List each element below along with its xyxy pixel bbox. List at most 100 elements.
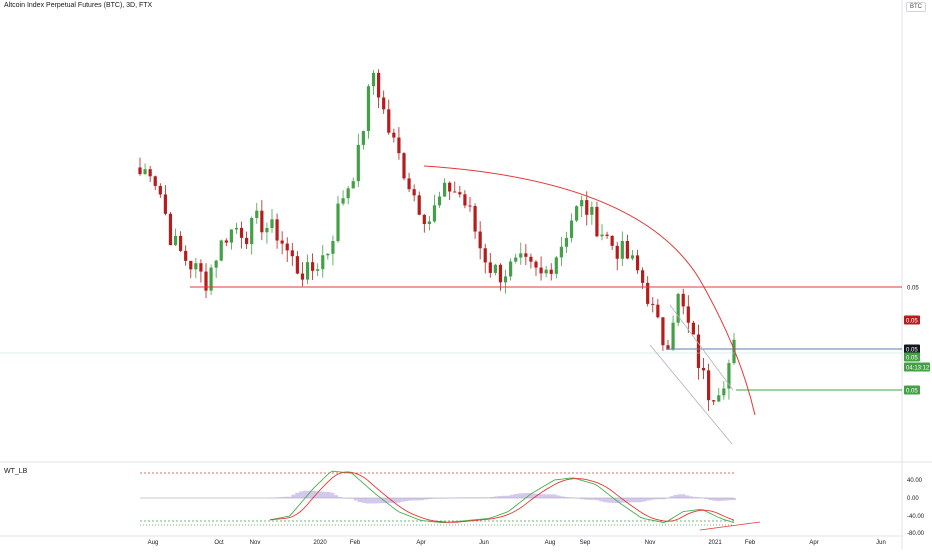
osc-histogram-bar bbox=[505, 495, 510, 498]
candle-body bbox=[255, 210, 259, 218]
candle-body bbox=[580, 200, 584, 207]
osc-histogram-bar bbox=[396, 498, 401, 503]
candle-body bbox=[382, 97, 386, 110]
osc-histogram-bar bbox=[529, 493, 534, 498]
candle-body bbox=[620, 241, 624, 259]
candle-body bbox=[392, 132, 396, 138]
osc-histogram-bar bbox=[462, 497, 467, 498]
price-scale-label: 0.05 bbox=[904, 352, 920, 362]
candle-body bbox=[194, 263, 198, 270]
candle-body bbox=[336, 203, 340, 242]
osc-histogram-bar bbox=[622, 498, 627, 503]
price-tag-bg bbox=[904, 315, 920, 325]
osc-histogram-bar bbox=[537, 493, 542, 498]
candle-body bbox=[590, 206, 594, 215]
osc-histogram-bar bbox=[361, 498, 366, 503]
osc-histogram-bar bbox=[669, 496, 674, 498]
candle-body bbox=[427, 221, 431, 225]
candles bbox=[138, 69, 736, 411]
osc-histogram-bar bbox=[404, 498, 409, 502]
candle-body bbox=[503, 276, 508, 283]
candle-body bbox=[585, 200, 589, 215]
candle-body bbox=[615, 245, 619, 259]
osc-histogram-bar bbox=[708, 498, 713, 501]
candle-body bbox=[463, 194, 467, 206]
osc-histogram-bar bbox=[455, 497, 460, 498]
candle-body bbox=[544, 269, 548, 274]
osc-histogram-bar bbox=[330, 492, 335, 498]
candle-body bbox=[712, 400, 716, 402]
osc-scale-tick: 0.00 bbox=[907, 496, 919, 502]
osc-histogram-bar bbox=[615, 498, 620, 503]
osc-histogram-bar bbox=[564, 496, 569, 498]
osc-histogram-bar bbox=[381, 498, 386, 504]
osc-histogram-bar bbox=[439, 498, 444, 499]
osc-histogram-bar bbox=[693, 496, 698, 498]
osc-histogram-bar bbox=[295, 492, 300, 498]
osc-histogram-bar bbox=[513, 494, 518, 498]
osc-histogram-bar bbox=[357, 498, 362, 503]
price-scale-label: 0.05 bbox=[904, 315, 920, 325]
candle-body bbox=[346, 188, 350, 199]
candle-body bbox=[158, 185, 162, 195]
candle-body bbox=[153, 176, 157, 186]
price-scale-label: 0.05 bbox=[904, 385, 920, 395]
osc-histogram-bar bbox=[400, 498, 405, 502]
price-tag-text: 0.05 bbox=[906, 319, 918, 325]
osc-histogram-bar bbox=[466, 497, 471, 498]
candle-body bbox=[443, 182, 447, 197]
price-tag-bg bbox=[904, 344, 920, 354]
osc-histogram-bar bbox=[306, 490, 311, 498]
osc-histogram-bar bbox=[611, 498, 616, 503]
candle-body bbox=[260, 210, 264, 233]
osc-histogram-bar bbox=[420, 498, 425, 501]
price-scale-label: 04:13:12 bbox=[904, 362, 930, 372]
candle-body bbox=[168, 213, 173, 246]
candle-body bbox=[524, 253, 528, 257]
osc-histogram-bar bbox=[509, 494, 514, 498]
osc-histogram-bar bbox=[423, 498, 428, 500]
candle-body bbox=[534, 261, 538, 268]
candle-body bbox=[727, 363, 731, 389]
time-axis-tick: Oct bbox=[214, 540, 224, 546]
osc-histogram-bar bbox=[579, 498, 584, 500]
osc-histogram-bar bbox=[338, 497, 343, 498]
osc-histogram-bar bbox=[412, 498, 417, 501]
osc-histogram-bar bbox=[603, 498, 608, 503]
osc-histogram-bar bbox=[681, 494, 686, 498]
osc-histogram-bar bbox=[630, 498, 635, 503]
osc-histogram-bar bbox=[638, 498, 643, 503]
currency-badge[interactable]: BTC bbox=[906, 2, 926, 12]
osc-histogram-bar bbox=[377, 498, 382, 504]
price-tag-bg bbox=[904, 352, 920, 362]
candle-body bbox=[179, 235, 183, 251]
osc-histogram-bar bbox=[470, 497, 475, 498]
candle-body bbox=[478, 231, 482, 249]
price-tag-text: 0.05 bbox=[906, 348, 918, 354]
candle-body bbox=[143, 169, 147, 175]
osc-histogram-bar bbox=[369, 498, 374, 504]
osc-histogram-bar bbox=[279, 497, 284, 498]
candle-body bbox=[453, 191, 457, 193]
candle-body bbox=[641, 270, 645, 283]
candle-body bbox=[189, 260, 193, 270]
candle-body bbox=[311, 262, 315, 271]
candle-body bbox=[656, 304, 660, 318]
osc-histogram-bar bbox=[478, 497, 483, 498]
price-tag-text: 04:13:12 bbox=[906, 366, 930, 372]
candle-body bbox=[341, 198, 345, 204]
candle-body bbox=[280, 240, 284, 244]
time-axis-tick: 2021 bbox=[708, 540, 722, 546]
osc-histogram-bar bbox=[271, 497, 276, 499]
osc-histogram-bar bbox=[642, 498, 647, 502]
time-axis-tick: Feb bbox=[745, 540, 756, 546]
candle-body bbox=[473, 206, 477, 232]
candle-body bbox=[514, 257, 518, 262]
osc-histogram-bar bbox=[353, 498, 358, 501]
candle-body bbox=[509, 261, 513, 277]
osc-histogram-bar bbox=[392, 498, 397, 503]
candle-body bbox=[138, 167, 142, 175]
candle-body bbox=[691, 322, 695, 335]
osc-histogram-bar bbox=[275, 497, 280, 498]
